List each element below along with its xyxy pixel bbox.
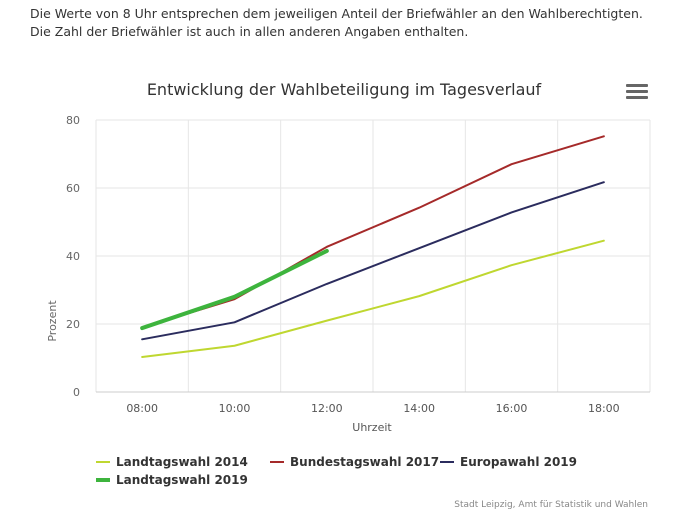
y-axis-label: Prozent (46, 300, 59, 342)
legend: Landtagswahl 2014 Bundestagswahl 2017 Euro… (96, 455, 577, 487)
x-tick-label: 16:00 (496, 402, 528, 415)
y-tick-label: 40 (66, 250, 80, 263)
x-tick-label: 10:00 (219, 402, 251, 415)
legend-item[interactable]: Europawahl 2019 (440, 455, 577, 469)
chart-context-menu-button[interactable] (626, 84, 648, 102)
x-axis-label: Uhrzeit (352, 421, 392, 434)
y-tick-label: 0 (73, 386, 80, 399)
intro-text: Die Werte von 8 Uhr entsprechen dem jewe… (30, 6, 643, 39)
hamburger-menu-icon-bar (626, 90, 648, 93)
legend-item[interactable]: Bundestagswahl 2017 (270, 455, 439, 469)
x-tick-label: 12:00 (311, 402, 343, 415)
series-lines (140, 135, 605, 358)
series-line[interactable] (141, 181, 605, 341)
x-tick-label: 08:00 (126, 402, 158, 415)
x-tick-label: 14:00 (403, 402, 435, 415)
y-axis-ticks: 0 20 40 60 80 (66, 114, 80, 399)
x-tick-label: 18:00 (588, 402, 620, 415)
chart-credits[interactable]: Stadt Leipzig, Amt für Statistik und Wah… (454, 500, 648, 510)
line-chart: Entwicklung der Wahlbeteiligung im Tages… (46, 80, 651, 510)
hamburger-menu-icon (626, 84, 648, 87)
series-line[interactable] (140, 248, 329, 331)
chart-container: Entwicklung der Wahlbeteiligung im Tages… (0, 64, 675, 514)
legend-item[interactable]: Landtagswahl 2014 (96, 455, 248, 469)
legend-label: Europawahl 2019 (460, 455, 577, 469)
y-tick-label: 60 (66, 182, 80, 195)
legend-label: Bundestagswahl 2017 (290, 455, 439, 469)
legend-item[interactable]: Landtagswahl 2019 (96, 473, 248, 487)
chart-title: Entwicklung der Wahlbeteiligung im Tages… (147, 80, 542, 99)
series-line[interactable] (141, 239, 605, 358)
y-tick-label: 80 (66, 114, 80, 127)
x-axis-ticks: 08:00 10:00 12:00 14:00 16:00 18:00 (126, 402, 619, 415)
grid-lines (95, 119, 651, 393)
hamburger-menu-icon-bar (626, 96, 648, 99)
legend-label: Landtagswahl 2014 (116, 455, 248, 469)
y-tick-label: 20 (66, 318, 80, 331)
legend-label: Landtagswahl 2019 (116, 473, 248, 487)
